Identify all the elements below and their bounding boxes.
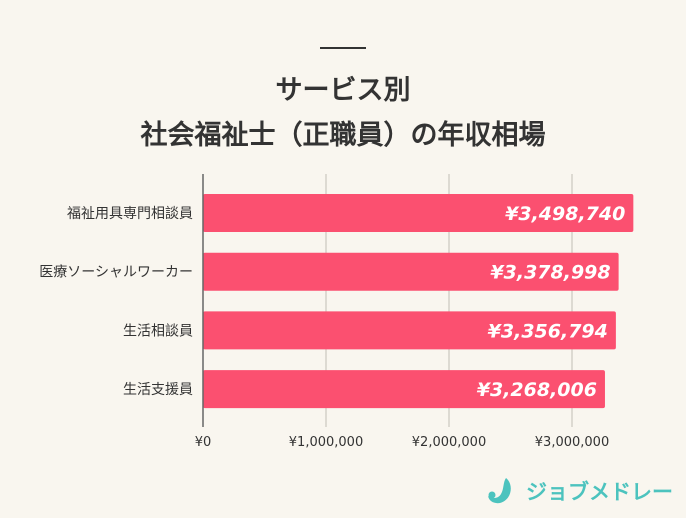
data-label: ¥3,378,998 <box>490 262 610 284</box>
chart-title-line-1: サービス別 <box>275 75 411 106</box>
logo-icon <box>488 478 511 504</box>
logo-text: ジョブメドレー <box>526 480 673 504</box>
category-label: 生活支援員 <box>123 382 193 398</box>
bar <box>203 370 605 409</box>
x-tick-label: ¥3,000,000 <box>535 435 609 450</box>
logo: ジョブメドレー <box>486 476 673 506</box>
data-label: ¥3,498,740 <box>505 203 625 225</box>
category-label: 医療ソーシャルワーカー <box>39 264 193 281</box>
x-tick-label: ¥0 <box>195 435 212 450</box>
x-tick-label: ¥1,000,000 <box>289 435 363 450</box>
data-label: ¥3,268,006 <box>477 379 597 401</box>
title-decoration-line <box>320 47 366 49</box>
category-label: 福祉用具専門相談員 <box>67 206 193 222</box>
bar <box>203 252 619 291</box>
chart-title-line-2: 社会福祉士（正職員）の年収相場 <box>140 120 546 151</box>
data-label: ¥3,356,794 <box>488 320 608 342</box>
bar <box>203 311 616 350</box>
bar <box>203 194 634 232</box>
x-tick-label: ¥2,000,000 <box>412 435 486 450</box>
category-label: 生活相談員 <box>123 323 193 339</box>
